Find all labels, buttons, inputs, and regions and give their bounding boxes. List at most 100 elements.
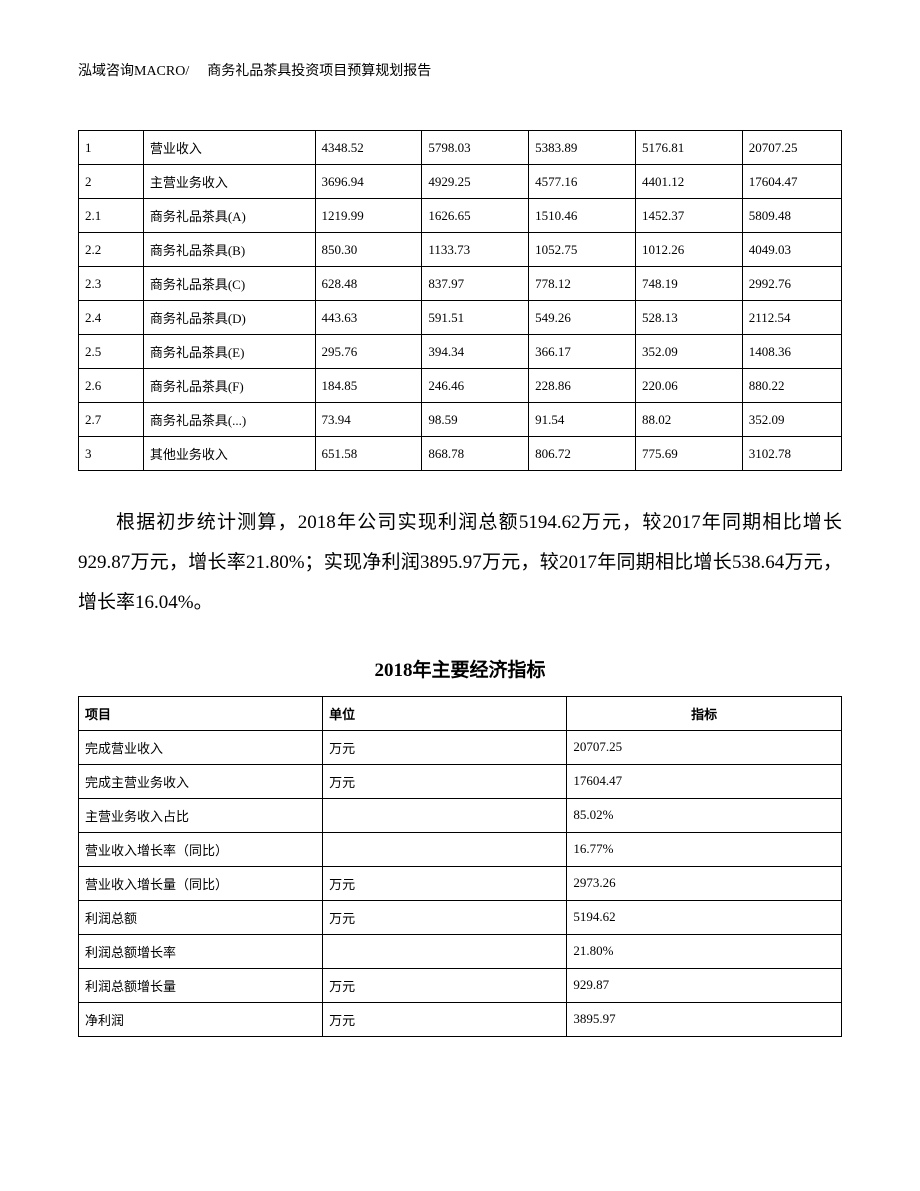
col-header-item: 项目: [79, 696, 323, 730]
table-row: 2.2商务礼品茶具(B)850.301133.731052.751012.264…: [79, 233, 842, 267]
table-cell: 17604.47: [567, 764, 842, 798]
table-cell: 其他业务收入: [143, 437, 315, 471]
table-cell: 商务礼品茶具(C): [143, 267, 315, 301]
table-cell: 4348.52: [315, 131, 422, 165]
table-row: 净利润万元3895.97: [79, 1002, 842, 1036]
table-cell: 1052.75: [529, 233, 636, 267]
indicators-table: 项目 单位 指标 完成营业收入万元20707.25完成主营业务收入万元17604…: [78, 696, 842, 1037]
table-cell: 20707.25: [742, 131, 841, 165]
table-cell: 1012.26: [635, 233, 742, 267]
header-company: 泓域咨询MACRO/: [78, 60, 189, 80]
table-cell: 商务礼品茶具(A): [143, 199, 315, 233]
table-cell: 850.30: [315, 233, 422, 267]
table-cell: 651.58: [315, 437, 422, 471]
table-cell: 2112.54: [742, 301, 841, 335]
table-cell: 1626.65: [422, 199, 529, 233]
table-cell: 775.69: [635, 437, 742, 471]
table-row: 主营业务收入占比 85.02%: [79, 798, 842, 832]
table-cell: 商务礼品茶具(F): [143, 369, 315, 403]
table-cell: 1: [79, 131, 144, 165]
table-cell: 1133.73: [422, 233, 529, 267]
table-cell: 利润总额: [79, 900, 323, 934]
table-cell: 85.02%: [567, 798, 842, 832]
table-cell: 5176.81: [635, 131, 742, 165]
table-cell: 868.78: [422, 437, 529, 471]
table-cell: 万元: [323, 730, 567, 764]
table-cell: 352.09: [635, 335, 742, 369]
table-cell: 21.80%: [567, 934, 842, 968]
table-cell: 万元: [323, 968, 567, 1002]
table-row: 2.4商务礼品茶具(D)443.63591.51549.26528.132112…: [79, 301, 842, 335]
table-cell: 778.12: [529, 267, 636, 301]
table-cell: 2.6: [79, 369, 144, 403]
table-cell: 5798.03: [422, 131, 529, 165]
table-cell: [323, 798, 567, 832]
table-row: 2.7商务礼品茶具(...)73.9498.5991.5488.02352.09: [79, 403, 842, 437]
table-row: 2.3商务礼品茶具(C)628.48837.97778.12748.192992…: [79, 267, 842, 301]
table-cell: 3696.94: [315, 165, 422, 199]
table-row: 1营业收入4348.525798.035383.895176.8120707.2…: [79, 131, 842, 165]
table-cell: 73.94: [315, 403, 422, 437]
table-cell: 商务礼品茶具(D): [143, 301, 315, 335]
table-cell: 2.2: [79, 233, 144, 267]
table-cell: 98.59: [422, 403, 529, 437]
table-cell: 万元: [323, 764, 567, 798]
table-cell: 营业收入: [143, 131, 315, 165]
table-cell: 3102.78: [742, 437, 841, 471]
table-row: 营业收入增长量（同比）万元2973.26: [79, 866, 842, 900]
table-cell: 营业收入增长量（同比）: [79, 866, 323, 900]
table-cell: 5194.62: [567, 900, 842, 934]
table-cell: 591.51: [422, 301, 529, 335]
table-cell: 228.86: [529, 369, 636, 403]
table-cell: 商务礼品茶具(E): [143, 335, 315, 369]
table-cell: 806.72: [529, 437, 636, 471]
table-row: 3其他业务收入651.58868.78806.72775.693102.78: [79, 437, 842, 471]
table-row: 营业收入增长率（同比） 16.77%: [79, 832, 842, 866]
table-cell: [323, 832, 567, 866]
table-cell: 3895.97: [567, 1002, 842, 1036]
table-cell: 主营业务收入占比: [79, 798, 323, 832]
table-row: 2主营业务收入3696.944929.254577.164401.1217604…: [79, 165, 842, 199]
table-cell: 184.85: [315, 369, 422, 403]
table-row: 2.1商务礼品茶具(A)1219.991626.651510.461452.37…: [79, 199, 842, 233]
table-cell: 万元: [323, 900, 567, 934]
page-header: 泓域咨询MACRO/ 商务礼品茶具投资项目预算规划报告: [78, 60, 842, 80]
table-cell: 443.63: [315, 301, 422, 335]
table-cell: 2.5: [79, 335, 144, 369]
table-cell: 营业收入增长率（同比）: [79, 832, 323, 866]
table-cell: 2992.76: [742, 267, 841, 301]
revenue-table: 1营业收入4348.525798.035383.895176.8120707.2…: [78, 130, 842, 471]
table-cell: 利润总额增长率: [79, 934, 323, 968]
table-cell: 2.4: [79, 301, 144, 335]
table-cell: 748.19: [635, 267, 742, 301]
table-cell: 549.26: [529, 301, 636, 335]
table-cell: 16.77%: [567, 832, 842, 866]
table-cell: 5809.48: [742, 199, 841, 233]
table-cell: 628.48: [315, 267, 422, 301]
table-row: 利润总额增长量万元929.87: [79, 968, 842, 1002]
table-cell: 17604.47: [742, 165, 841, 199]
table-cell: 主营业务收入: [143, 165, 315, 199]
table-cell: 4929.25: [422, 165, 529, 199]
table-row: 2.6商务礼品茶具(F)184.85246.46228.86220.06880.…: [79, 369, 842, 403]
table-cell: 5383.89: [529, 131, 636, 165]
table-cell: 837.97: [422, 267, 529, 301]
table-cell: 3: [79, 437, 144, 471]
table-cell: 880.22: [742, 369, 841, 403]
table-cell: 净利润: [79, 1002, 323, 1036]
table-row: 利润总额增长率 21.80%: [79, 934, 842, 968]
table-cell: 4401.12: [635, 165, 742, 199]
table-cell: 万元: [323, 866, 567, 900]
section-title: 2018年主要经济指标: [78, 655, 842, 682]
table-cell: 万元: [323, 1002, 567, 1036]
table-row: 完成营业收入万元20707.25: [79, 730, 842, 764]
table-cell: 2.7: [79, 403, 144, 437]
table-cell: 20707.25: [567, 730, 842, 764]
table-row: 利润总额万元5194.62: [79, 900, 842, 934]
table-cell: 220.06: [635, 369, 742, 403]
table-cell: [323, 934, 567, 968]
table-cell: 1219.99: [315, 199, 422, 233]
table-cell: 295.76: [315, 335, 422, 369]
table-cell: 394.34: [422, 335, 529, 369]
table-cell: 1408.36: [742, 335, 841, 369]
